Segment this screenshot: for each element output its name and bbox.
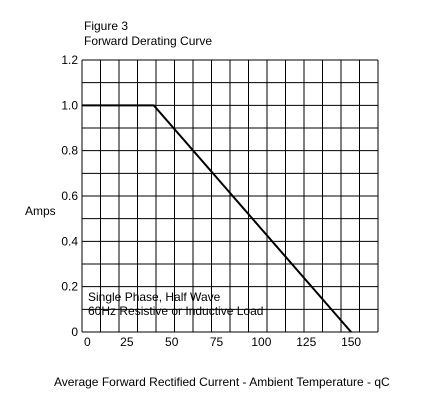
series-group [82,104,352,333]
y-tick-label: 0.2 [61,280,78,294]
x-axis-label: Average Forward Rectified Current - Ambi… [54,375,390,389]
figure-label: Figure 3 [84,19,128,33]
annotation-line-2: 60Hz Resistive or Inductive Load [88,304,263,318]
y-tick-label: 0.8 [61,144,78,158]
grid [81,59,379,333]
y-tick-label: 1.2 [61,53,78,67]
x-tick-label: 75 [210,335,224,349]
x-tick-label: 150 [341,335,361,349]
x-tick-label: 50 [165,335,179,349]
derating-curve-line [82,104,352,333]
y-tick-labels: 0 0.2 0.4 0.6 0.8 1.0 1.2 [61,53,78,339]
y-tick-label: 0.6 [61,189,78,203]
annotation-line-1: Single Phase, Half Wave [88,290,221,304]
x-tick-label: 25 [120,335,134,349]
x-tick-label: 100 [251,335,271,349]
x-tick-label: 125 [296,335,316,349]
chart-annotation: Single Phase, Half Wave 60Hz Resistive o… [88,290,263,318]
y-tick-label: 1.0 [61,98,78,112]
y-tick-label: 0 [71,325,78,339]
y-axis-label: Amps [25,204,56,218]
chart-title: Forward Derating Curve [84,34,212,48]
y-tick-label: 0.4 [61,234,78,248]
x-tick-label: 0 [84,335,91,349]
x-tick-labels: 0 25 50 75 100 125 150 [84,335,361,349]
